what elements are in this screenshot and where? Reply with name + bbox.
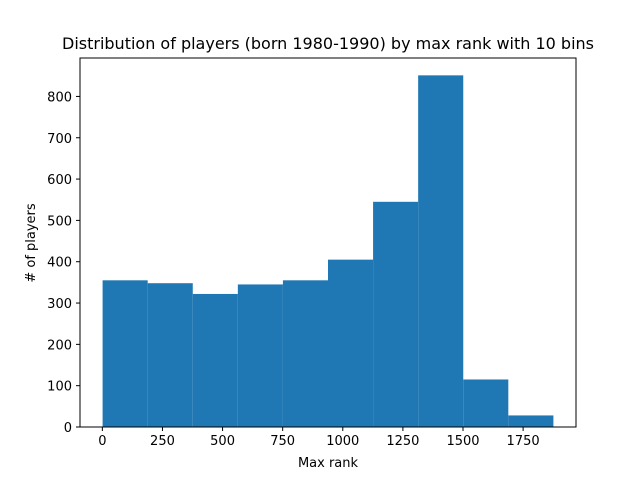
- histogram-bar: [282, 280, 328, 427]
- x-tick-label: 750: [270, 434, 295, 449]
- histogram-bar: [418, 75, 464, 427]
- y-tick-label: 0: [64, 421, 72, 436]
- x-tick-label: 1500: [446, 434, 479, 449]
- histogram-bar: [192, 293, 238, 427]
- histogram-bar: [508, 415, 554, 427]
- x-tick-label: 1750: [507, 434, 540, 449]
- y-tick-label: 100: [47, 380, 72, 395]
- x-axis-title: Max rank: [298, 456, 359, 471]
- histogram-bar: [147, 283, 193, 427]
- x-tick-label: 1250: [386, 434, 419, 449]
- y-tick-label: 300: [47, 297, 72, 312]
- histogram-bar: [102, 280, 148, 427]
- histogram-bar: [373, 201, 419, 427]
- y-tick-label: 400: [47, 256, 72, 271]
- x-axis-ticks: 0 250 500 750 1000 1250 1500 1750: [98, 427, 540, 449]
- histogram-bar: [463, 379, 509, 427]
- x-tick-label: 500: [210, 434, 235, 449]
- x-tick-label: 1000: [326, 434, 359, 449]
- plot-frame: [79, 57, 577, 428]
- chart-title: Distribution of players (born 1980-1990)…: [62, 34, 594, 53]
- y-axis-title: # of players: [24, 203, 39, 283]
- x-tick-label: 0: [98, 434, 106, 449]
- y-tick-label: 700: [47, 132, 72, 147]
- histogram-bars: [102, 75, 554, 427]
- y-tick-label: 200: [47, 338, 72, 353]
- histogram-bar: [237, 284, 283, 427]
- y-axis-ticks: 0 100 200 300 400 500 600 700 800: [47, 90, 80, 436]
- y-tick-label: 600: [47, 173, 72, 188]
- histogram-bar: [328, 259, 374, 427]
- y-tick-label: 800: [47, 90, 72, 105]
- y-tick-label: 500: [47, 214, 72, 229]
- x-tick-label: 250: [150, 434, 175, 449]
